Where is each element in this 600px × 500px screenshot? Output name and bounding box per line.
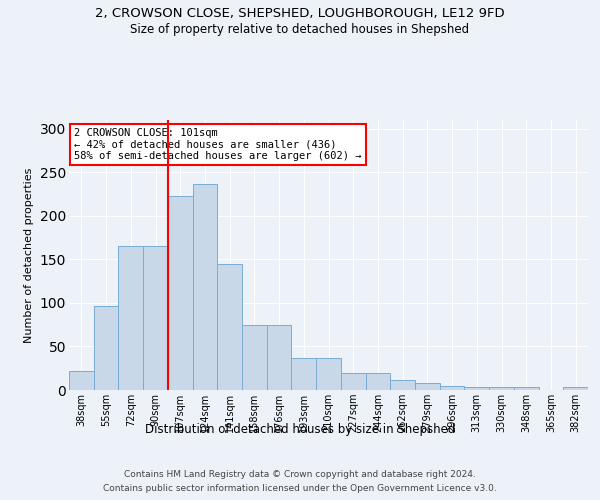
Text: Contains HM Land Registry data © Crown copyright and database right 2024.: Contains HM Land Registry data © Crown c… xyxy=(124,470,476,479)
Bar xyxy=(341,374,365,390)
Bar xyxy=(217,264,242,390)
Bar xyxy=(316,358,341,390)
Bar xyxy=(390,380,415,390)
Bar xyxy=(292,358,316,390)
Bar xyxy=(440,386,464,390)
Text: 2, CROWSON CLOSE, SHEPSHED, LOUGHBOROUGH, LE12 9FD: 2, CROWSON CLOSE, SHEPSHED, LOUGHBOROUGH… xyxy=(95,8,505,20)
Bar xyxy=(168,196,193,390)
Bar xyxy=(489,388,514,390)
Text: Distribution of detached houses by size in Shepshed: Distribution of detached houses by size … xyxy=(145,422,455,436)
Bar xyxy=(514,388,539,390)
Bar xyxy=(365,374,390,390)
Bar xyxy=(563,388,588,390)
Bar xyxy=(118,246,143,390)
Text: 2 CROWSON CLOSE: 101sqm
← 42% of detached houses are smaller (436)
58% of semi-d: 2 CROWSON CLOSE: 101sqm ← 42% of detache… xyxy=(74,128,362,162)
Text: Contains public sector information licensed under the Open Government Licence v3: Contains public sector information licen… xyxy=(103,484,497,493)
Bar xyxy=(415,383,440,390)
Bar xyxy=(267,324,292,390)
Bar xyxy=(69,371,94,390)
Y-axis label: Number of detached properties: Number of detached properties xyxy=(24,168,34,342)
Text: Size of property relative to detached houses in Shepshed: Size of property relative to detached ho… xyxy=(130,22,470,36)
Bar xyxy=(242,324,267,390)
Bar xyxy=(193,184,217,390)
Bar xyxy=(94,306,118,390)
Bar xyxy=(143,246,168,390)
Bar xyxy=(464,386,489,390)
